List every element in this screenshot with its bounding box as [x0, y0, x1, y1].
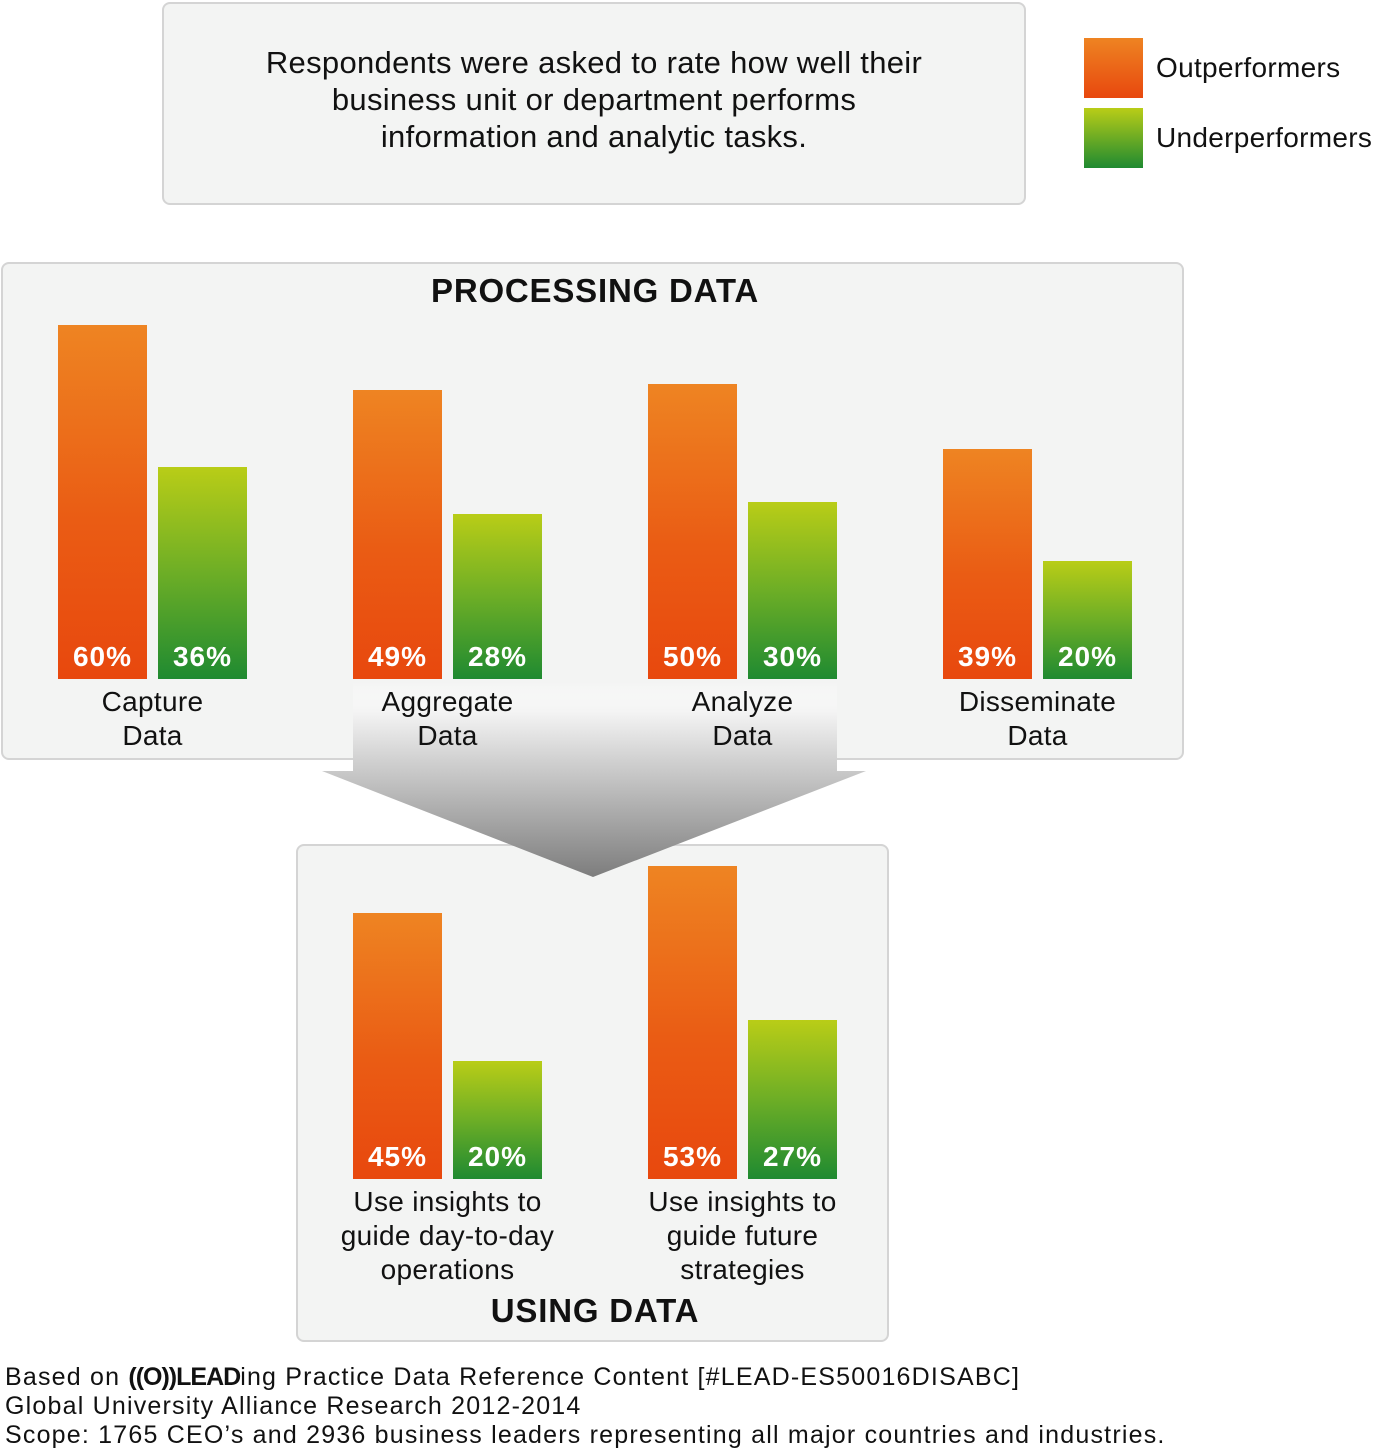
- bar-value-label: 27%: [762, 1141, 823, 1172]
- bar-value-label: 30%: [762, 641, 823, 672]
- bar-value-label: 36%: [172, 641, 233, 672]
- bar-underperformers: [748, 502, 837, 679]
- category-label: Capture Data: [101, 686, 204, 751]
- category-label: Aggregate Data: [381, 686, 514, 751]
- bar-underperformers: [158, 467, 247, 679]
- legend-label-underperformers: Underperformers: [1156, 122, 1373, 153]
- footer-line-3: Scope: 1765 CEO’s and 2936 business lead…: [5, 1421, 1166, 1449]
- bar-underperformers: [748, 1020, 837, 1179]
- bar-value-label: 50%: [662, 641, 723, 672]
- category-label: Analyze Data: [691, 686, 794, 751]
- bar-outperformers: [58, 325, 147, 679]
- category-label: Use insights to guide future strategies: [648, 1186, 837, 1285]
- bar-value-label: 49%: [367, 641, 428, 672]
- category-label: Use insights to guide day-to-day operati…: [340, 1186, 555, 1285]
- bar-value-label: 20%: [467, 1141, 528, 1172]
- bar-outperformers: [353, 913, 442, 1179]
- bar-outperformers: [648, 866, 737, 1179]
- bar-value-label: 39%: [957, 641, 1018, 672]
- bar-value-label: 45%: [367, 1141, 428, 1172]
- footer-line-2: Global University Alliance Research 2012…: [5, 1392, 582, 1420]
- category-label: Disseminate Data: [958, 686, 1117, 751]
- bar-outperformers: [353, 390, 442, 679]
- bar-underperformers: [453, 514, 542, 679]
- bar-value-label: 28%: [467, 641, 528, 672]
- bar-outperformers: [943, 449, 1032, 679]
- footer-line-1: Based on ((O))LEADing Practice Data Refe…: [5, 1363, 1020, 1392]
- footer-prefix: Based on: [5, 1363, 129, 1391]
- intro-text: Respondents were asked to rate how well …: [265, 45, 923, 154]
- bar-underperformers: [1043, 561, 1132, 679]
- footer-line-1-rest: ing Practice Data Reference Content [#LE…: [240, 1363, 1021, 1391]
- legend-swatch-underperformers: [1084, 108, 1143, 168]
- intro-box: Respondents were asked to rate how well …: [162, 2, 1026, 205]
- using-data-title: USING DATA: [490, 1292, 700, 1329]
- bar-value-label: 60%: [72, 641, 133, 672]
- bar-value-label: 20%: [1057, 641, 1118, 672]
- bar-value-label: 53%: [662, 1141, 723, 1172]
- bar-outperformers: [648, 384, 737, 679]
- legend-label-outperformers: Outperformers: [1156, 52, 1341, 83]
- lead-logo: ((O))LEAD: [128, 1363, 241, 1391]
- legend-swatch-outperformers: [1084, 38, 1143, 98]
- bar-underperformers: [453, 1061, 542, 1179]
- processing-data-title: PROCESSING DATA: [431, 272, 759, 309]
